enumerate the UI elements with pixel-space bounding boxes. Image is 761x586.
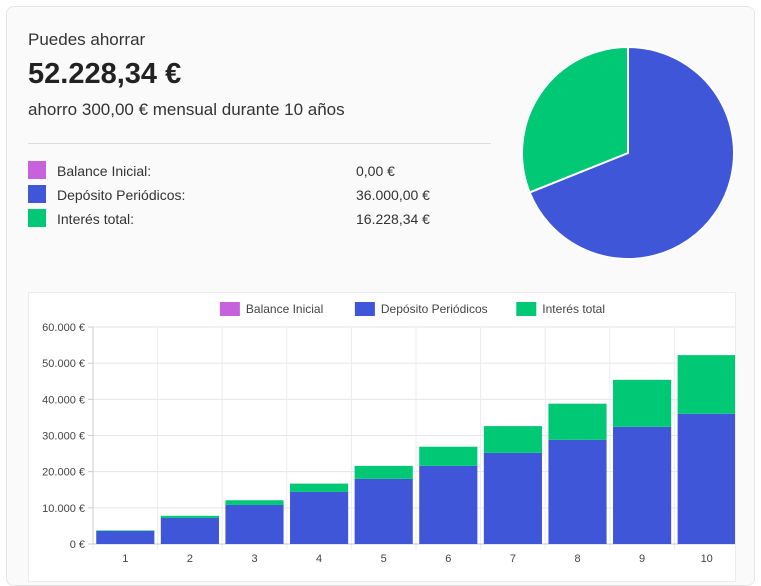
legend-item-interes-total[interactable]: Interés total (516, 302, 605, 316)
bar-interes-total-1 (96, 530, 155, 531)
bar-deposito-periodicos-5 (354, 478, 413, 544)
pie-slice-interes-total (521, 45, 629, 194)
legend-swatch (219, 302, 240, 316)
breakdown-value: 16.228,34 € (356, 211, 430, 227)
total-amount: 52.228,34 € (28, 58, 182, 90)
bar-interes-total-7 (483, 426, 542, 453)
legend-swatch (354, 302, 375, 316)
divider (28, 143, 491, 144)
bar-deposito-periodicos-6 (419, 465, 478, 544)
breakdown-value: 36.000,00 € (356, 187, 430, 203)
initial-balance-swatch (28, 161, 46, 179)
y-tick-label: 0 € (70, 539, 85, 551)
breakdown-row-periodic-deposits: Depósito Periódicos: 36.000,00 € (28, 183, 438, 207)
legend-label: Interés total (542, 302, 605, 316)
bar-interes-total-8 (548, 403, 607, 440)
x-tick-label: 2 (187, 553, 193, 565)
bar-deposito-periodicos-4 (290, 491, 349, 544)
y-tick-label: 40.000 € (42, 394, 85, 406)
breakdown-list: Balance Inicial: 0,00 € Depósito Periódi… (28, 159, 438, 231)
bar-deposito-periodicos-3 (225, 504, 284, 544)
bar-interes-total-6 (419, 446, 478, 466)
y-tick-label: 60.000 € (42, 322, 85, 334)
breakdown-label: Depósito Periódicos: (57, 187, 186, 203)
bar-deposito-periodicos-7 (483, 452, 542, 544)
x-tick-label: 8 (574, 553, 580, 565)
chart-legend: Balance Inicial Depósito Periódicos Interé… (219, 302, 605, 316)
x-tick-label: 5 (381, 553, 387, 565)
bar-interes-total-4 (290, 483, 349, 492)
y-tick-label: 50.000 € (42, 358, 85, 370)
bar-interes-total-5 (354, 465, 413, 479)
x-tick-label: 4 (316, 553, 322, 565)
bar-interes-total-3 (225, 500, 284, 505)
legend-item-balance-inicial[interactable]: Balance Inicial (219, 302, 323, 316)
bar-interes-total-10 (677, 355, 735, 414)
legend-swatch (516, 302, 537, 316)
x-tick-label: 3 (251, 553, 257, 565)
breakdown-value: 0,00 € (356, 163, 395, 179)
y-tick-label: 10.000 € (42, 503, 85, 515)
savings-subtitle: ahorro 300,00 € mensual durante 10 años (28, 100, 345, 119)
y-tick-label: 30.000 € (42, 431, 85, 443)
pie-slice-deposito-periodicos (528, 45, 735, 260)
legend-label: Balance Inicial (246, 302, 323, 316)
bar-deposito-periodicos-9 (613, 426, 672, 544)
periodic-deposits-swatch (28, 185, 46, 203)
bar-interes-total-2 (160, 515, 219, 518)
summary-block: Puedes ahorrar 52.228,34 € ahorro 300,00… (28, 30, 345, 120)
breakdown-row-total-interest: Interés total: 16.228,34 € (28, 207, 438, 231)
x-tick-label: 7 (510, 553, 516, 565)
x-tick-label: 1 (122, 553, 128, 565)
bar-chart-container: Balance Inicial Depósito Periódicos Interé… (28, 292, 736, 582)
intro-text: Puedes ahorrar (28, 30, 146, 49)
bar-deposito-periodicos-1 (96, 530, 155, 544)
x-tick-label: 9 (639, 553, 645, 565)
bar-deposito-periodicos-10 (677, 413, 735, 544)
x-tick-label: 10 (701, 553, 713, 565)
pie-chart (521, 45, 735, 260)
bar-interes-total-9 (613, 379, 672, 427)
bar-chart: Balance Inicial Depósito Periódicos Interé… (42, 302, 735, 565)
x-tick-label: 6 (445, 553, 451, 565)
y-tick-label: 20.000 € (42, 467, 85, 479)
bar-deposito-periodicos-8 (548, 439, 607, 544)
bar-deposito-periodicos-2 (160, 517, 219, 544)
breakdown-label: Balance Inicial: (57, 163, 152, 179)
total-interest-swatch (28, 209, 46, 227)
savings-card: Puedes ahorrar 52.228,34 € ahorro 300,00… (6, 6, 755, 586)
legend-item-deposito-periodicos[interactable]: Depósito Periódicos (354, 302, 488, 316)
breakdown-row-initial-balance: Balance Inicial: 0,00 € (28, 159, 438, 183)
breakdown-label: Interés total: (57, 211, 135, 227)
legend-label: Depósito Periódicos (381, 302, 488, 316)
